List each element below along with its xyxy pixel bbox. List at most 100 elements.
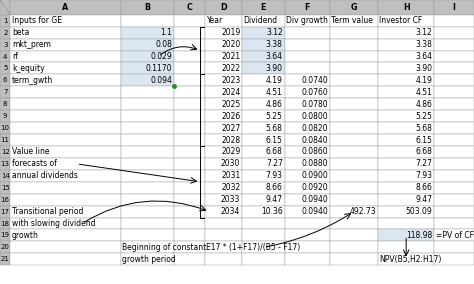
Text: I: I <box>453 3 456 12</box>
Text: 2033: 2033 <box>221 195 240 204</box>
Bar <box>205 15 242 27</box>
Bar <box>242 218 284 229</box>
Bar <box>435 39 474 51</box>
Text: 0.029: 0.029 <box>151 52 173 61</box>
Text: 10: 10 <box>1 125 9 131</box>
Bar <box>121 27 174 39</box>
Bar <box>378 241 435 253</box>
Bar <box>0 15 10 27</box>
Bar <box>330 158 378 170</box>
Bar <box>121 0 174 15</box>
Text: 4.19: 4.19 <box>266 76 283 85</box>
Bar <box>121 253 174 265</box>
Text: 15: 15 <box>1 185 9 191</box>
Bar <box>378 0 435 15</box>
Bar <box>378 206 435 218</box>
Text: 6.15: 6.15 <box>416 135 433 145</box>
Bar <box>205 62 242 74</box>
Text: 0.0940: 0.0940 <box>301 195 328 204</box>
Text: 2021: 2021 <box>221 52 240 61</box>
Bar <box>121 122 174 134</box>
Text: 19: 19 <box>1 232 9 239</box>
Text: 0.0840: 0.0840 <box>301 135 328 145</box>
Bar <box>435 194 474 206</box>
Bar <box>121 229 174 241</box>
Bar <box>174 86 205 98</box>
Bar <box>378 51 435 62</box>
Text: 2027: 2027 <box>221 124 240 133</box>
Text: NPV(B5,H2:H17): NPV(B5,H2:H17) <box>379 255 442 264</box>
Bar <box>284 74 330 86</box>
Text: E: E <box>261 3 266 12</box>
Bar <box>174 194 205 206</box>
Text: 2031: 2031 <box>221 171 240 180</box>
Bar <box>242 51 284 62</box>
Bar <box>242 229 284 241</box>
Text: 3.64: 3.64 <box>266 52 283 61</box>
Bar <box>0 122 10 134</box>
Bar <box>330 218 378 229</box>
Bar <box>330 194 378 206</box>
Bar <box>205 27 242 39</box>
Bar <box>205 229 242 241</box>
Bar <box>435 86 474 98</box>
Bar <box>10 62 121 74</box>
Bar <box>284 110 330 122</box>
Bar <box>121 39 174 51</box>
Bar <box>205 39 242 51</box>
Bar <box>174 15 205 27</box>
Bar <box>284 62 330 74</box>
Text: 10.36: 10.36 <box>261 207 283 216</box>
Text: 9: 9 <box>3 113 8 119</box>
Text: rf: rf <box>12 52 18 61</box>
Bar <box>121 218 174 229</box>
Text: G: G <box>351 3 357 12</box>
Text: 7.93: 7.93 <box>416 171 433 180</box>
Bar <box>174 98 205 110</box>
Bar <box>330 51 378 62</box>
Bar <box>378 218 435 229</box>
Text: forecasts of: forecasts of <box>12 159 57 168</box>
Bar <box>284 170 330 182</box>
Bar <box>435 146 474 158</box>
Bar <box>0 110 10 122</box>
Bar <box>242 122 284 134</box>
Bar <box>284 134 330 146</box>
Bar <box>10 122 121 134</box>
Text: 0.0760: 0.0760 <box>301 88 328 97</box>
Text: beta: beta <box>12 28 29 37</box>
Bar <box>205 134 242 146</box>
Text: Div growth: Div growth <box>286 16 328 25</box>
Bar <box>174 134 205 146</box>
Bar <box>378 146 435 158</box>
Bar <box>10 98 121 110</box>
Bar <box>435 229 474 241</box>
Text: 4: 4 <box>3 53 8 60</box>
Bar <box>0 182 10 194</box>
Bar <box>174 182 205 194</box>
Bar <box>121 74 174 86</box>
Text: 1.1: 1.1 <box>161 28 173 37</box>
Text: 3.38: 3.38 <box>266 40 283 49</box>
Bar <box>0 229 10 241</box>
Text: Value line: Value line <box>12 147 49 156</box>
Bar <box>174 229 205 241</box>
Bar <box>121 62 174 74</box>
Bar <box>174 146 205 158</box>
Bar <box>242 194 284 206</box>
Text: 3.12: 3.12 <box>416 28 433 37</box>
Bar <box>242 253 284 265</box>
Text: 0.0780: 0.0780 <box>301 100 328 109</box>
Bar <box>0 39 10 51</box>
Text: 2: 2 <box>3 30 8 36</box>
Bar <box>435 158 474 170</box>
Bar <box>378 110 435 122</box>
Bar <box>10 39 121 51</box>
Bar <box>330 253 378 265</box>
Bar <box>284 86 330 98</box>
Text: 8: 8 <box>3 101 8 107</box>
Text: 0.0920: 0.0920 <box>301 183 328 192</box>
Text: 2032: 2032 <box>221 183 240 192</box>
Bar <box>205 110 242 122</box>
Bar <box>330 74 378 86</box>
